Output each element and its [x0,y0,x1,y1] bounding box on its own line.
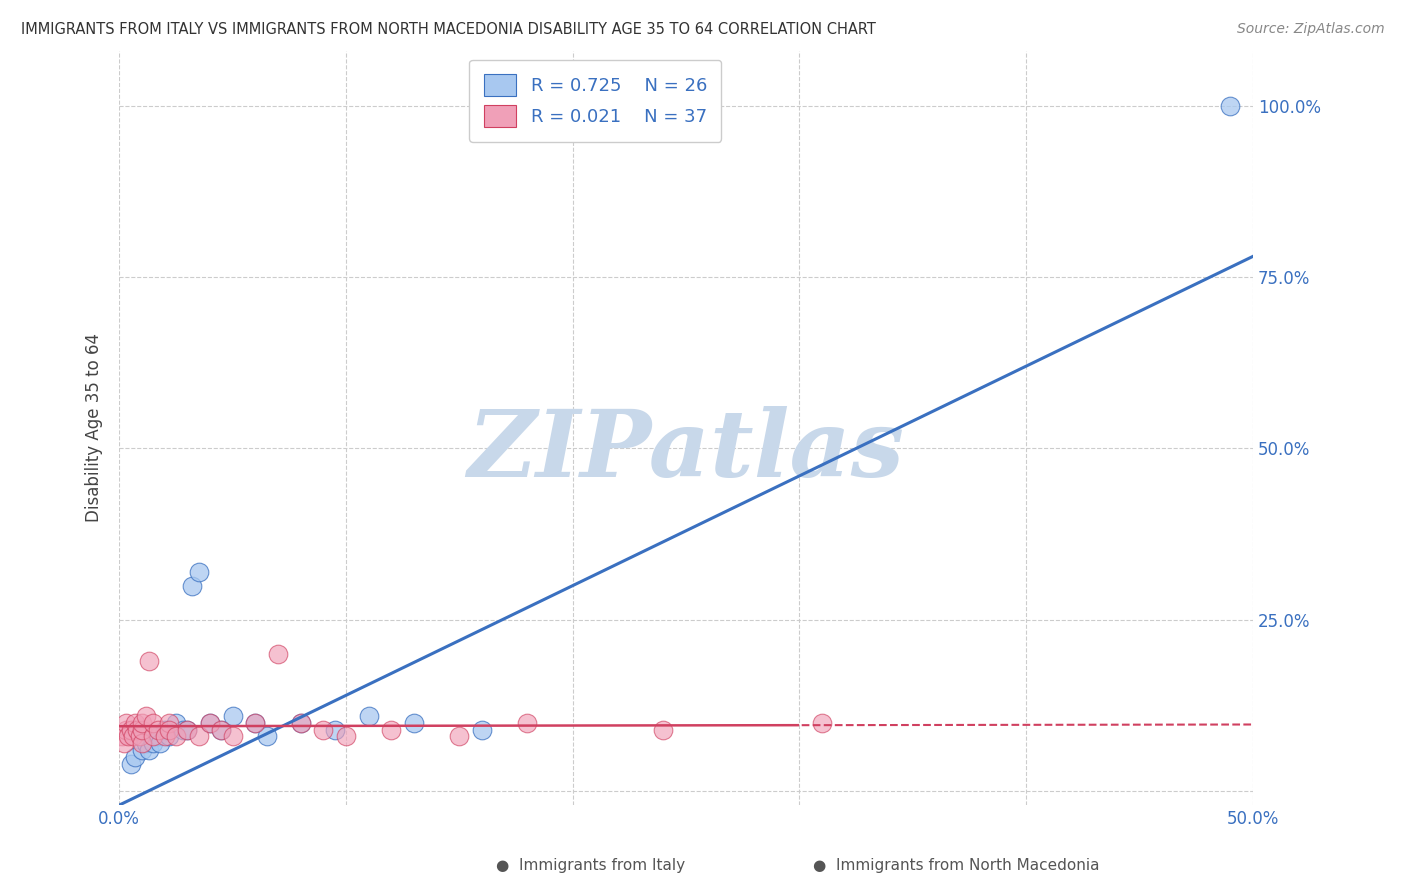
Point [127,723,149,737]
Point [198,715,221,730]
Point [176,723,198,737]
Legend: R = 0.725    N = 26, R = 0.021    N = 37: R = 0.725 N = 26, R = 0.021 N = 37 [470,60,721,142]
Point [1219,98,1241,112]
Point [198,715,221,730]
Point [142,730,165,744]
Point [176,723,198,737]
Point [290,715,312,730]
Point [449,730,471,744]
Point [135,736,157,750]
Point [471,723,494,737]
Point [290,715,312,730]
Point [149,736,172,750]
Point [187,565,209,579]
Point [357,709,380,723]
Point [110,730,132,744]
Point [112,736,135,750]
Point [153,723,176,737]
Text: IMMIGRANTS FROM ITALY VS IMMIGRANTS FROM NORTH MACEDONIA DISABILITY AGE 35 TO 64: IMMIGRANTS FROM ITALY VS IMMIGRANTS FROM… [21,22,876,37]
Point [323,723,346,737]
Point [138,743,160,757]
Point [120,756,142,771]
Point [312,723,335,737]
Point [135,709,157,723]
Point [128,730,150,744]
Point [652,723,675,737]
Point [146,723,169,737]
Point [172,723,194,737]
Point [142,715,165,730]
Point [115,715,138,730]
Point [335,730,357,744]
Point [209,723,232,737]
Point [153,730,176,744]
Point [256,730,278,744]
Point [245,715,267,730]
Point [124,715,146,730]
Point [122,730,145,744]
Point [402,715,425,730]
Point [157,730,180,744]
Point [131,743,153,757]
Point [138,654,160,668]
Point [142,736,165,750]
Point [267,647,290,661]
Point [245,715,267,730]
Point [380,723,402,737]
Text: ZIPatlas: ZIPatlas [468,406,904,496]
Text: ●  Immigrants from North Macedonia: ● Immigrants from North Macedonia [813,858,1099,872]
Point [146,730,169,744]
Text: ●  Immigrants from Italy: ● Immigrants from Italy [496,858,685,872]
Text: Source: ZipAtlas.com: Source: ZipAtlas.com [1237,22,1385,37]
Point [131,736,153,750]
Point [165,730,187,744]
Point [157,723,180,737]
Point [187,730,209,744]
Point [131,715,153,730]
Y-axis label: Disability Age 35 to 64: Disability Age 35 to 64 [86,334,103,523]
Point [180,579,202,593]
Point [131,723,153,737]
Point [221,730,243,744]
Point [157,715,180,730]
Point [209,723,232,737]
Point [516,715,538,730]
Point [124,750,146,764]
Point [117,730,139,744]
Point [115,723,138,737]
Point [811,715,834,730]
Point [120,723,142,737]
Point [165,715,187,730]
Point [221,709,243,723]
